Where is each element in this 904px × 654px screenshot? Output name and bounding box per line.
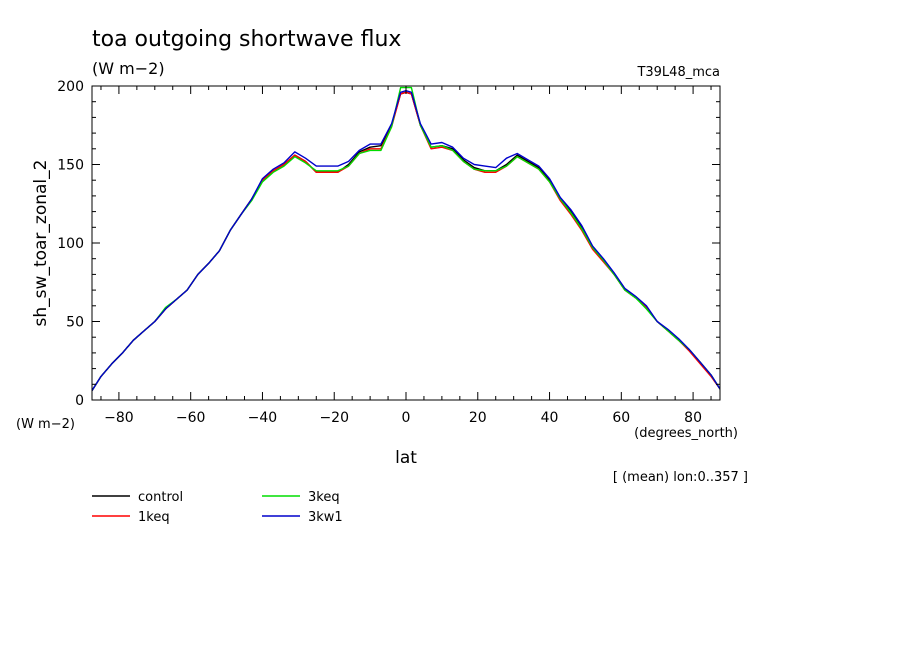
x-tick-label: 20	[469, 410, 487, 426]
x-tick-label: −40	[248, 410, 278, 426]
y-units-label: (W m−2)	[16, 417, 75, 432]
series-line-3kw1	[92, 89, 720, 391]
y-tick-label: 200	[57, 79, 84, 95]
x-tick-label: 40	[541, 410, 559, 426]
series-line-control	[92, 91, 720, 391]
x-tick-label: 0	[402, 410, 411, 426]
legend-item-3keq: 3keq	[262, 490, 340, 505]
legend-label: 1keq	[138, 510, 170, 525]
series-line-3keq	[92, 86, 720, 391]
ticklabels-layer: −80 −60 −40 −20 0 20 40 60 80 0 50 100 150 200	[57, 79, 702, 426]
chart-subtitle: (W m−2)	[92, 59, 165, 78]
y-axis-label: sh_sw_toar_zonal_2	[31, 160, 51, 327]
x-units-label: (degrees_north)	[634, 426, 738, 441]
averaging-note: [ (mean) lon:0..357 ]	[613, 470, 748, 485]
plot-frame	[91, 85, 721, 401]
y-tick-label: 150	[57, 158, 84, 174]
y-tick-label: 0	[75, 393, 84, 409]
y-tick-label: 50	[66, 315, 84, 331]
chart-title: toa outgoing shortwave flux	[92, 27, 401, 52]
run-label: T39L48_mca	[636, 65, 720, 80]
x-tick-label: 80	[684, 410, 702, 426]
legend-item-1keq: 1keq	[92, 510, 170, 525]
legend-label: 3kw1	[308, 510, 343, 525]
x-tick-label: 60	[612, 410, 630, 426]
series-line-1keq	[92, 91, 720, 391]
legend-item-3kw1: 3kw1	[262, 510, 343, 525]
legend: control 1keq 3keq 3kw1	[92, 490, 343, 525]
ticks-layer	[92, 85, 720, 401]
legend-label: control	[138, 490, 183, 505]
legend-item-control: control	[92, 490, 183, 505]
y-tick-label: 100	[57, 236, 84, 252]
x-tick-label: −60	[176, 410, 206, 426]
x-tick-label: −20	[319, 410, 349, 426]
x-axis-label: lat	[395, 448, 417, 468]
x-tick-label: −80	[104, 410, 134, 426]
legend-label: 3keq	[308, 490, 340, 505]
series-layer	[92, 86, 720, 391]
